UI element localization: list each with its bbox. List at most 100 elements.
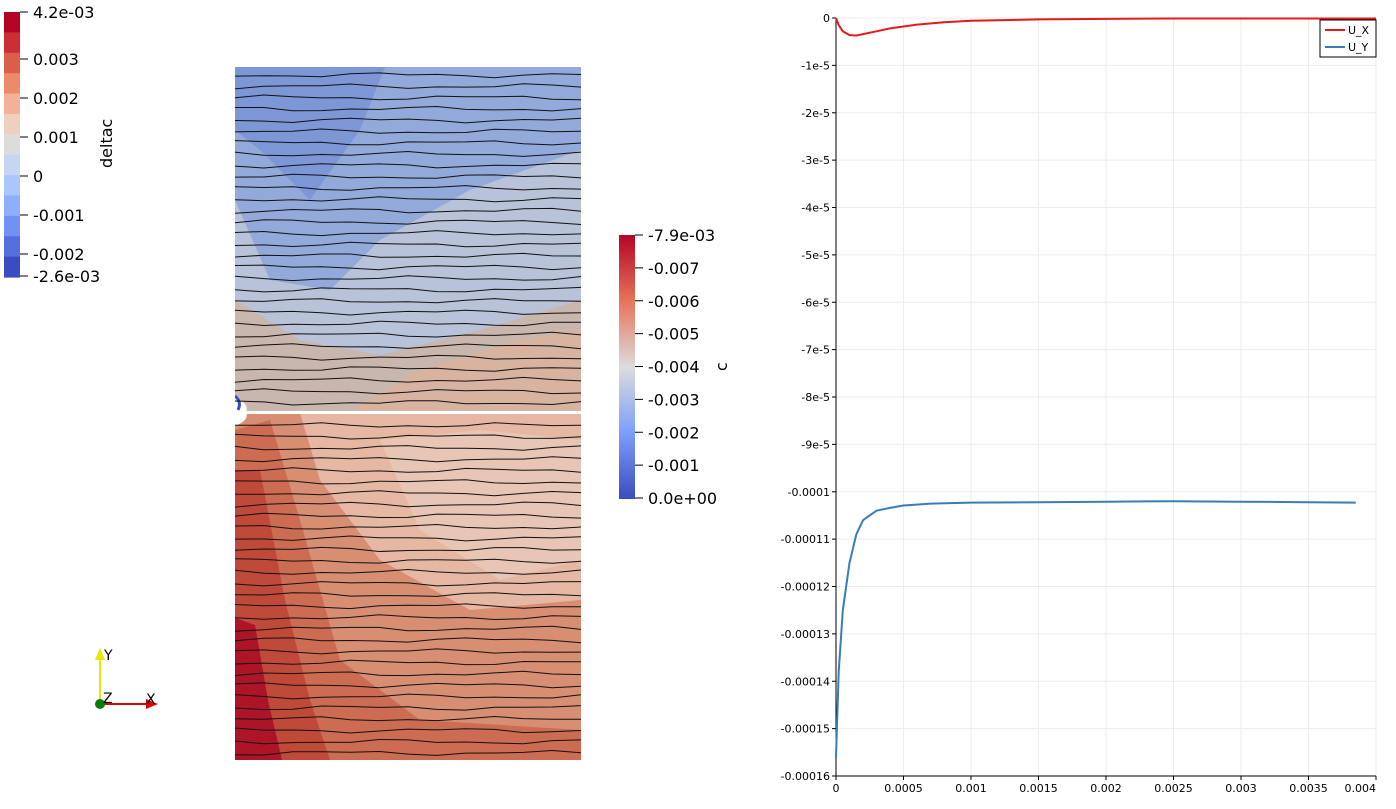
deltac-color-block (4, 73, 20, 95)
c-tick-label: -0.005 (648, 325, 700, 344)
deltac-color-block (4, 236, 20, 258)
x-tick-label: 0.0025 (1154, 782, 1193, 795)
deltac-tick-label: 4.2e-03 (33, 3, 94, 22)
deltac-color-block (4, 93, 20, 115)
contour-line (235, 535, 581, 542)
x-tick-label: 0.002 (1090, 782, 1122, 795)
y-tick-label: -0.00016 (781, 770, 830, 783)
contour-line (235, 546, 581, 553)
deltac-tick-label: 0.003 (33, 50, 79, 69)
contour-line (235, 252, 581, 258)
contour-line (235, 682, 581, 689)
y-tick-label: -7e-5 (801, 344, 830, 357)
contour-line (235, 456, 581, 463)
line-chart-view[interactable]: 0 -1e-5 -2e-5 -3e-5 -4e-5 -5e-5 -6e-5 -7e-5 -8e-… (770, 0, 1396, 805)
contour-line (235, 648, 581, 655)
domain-mesh[interactable] (235, 67, 581, 767)
contour-line (235, 128, 581, 134)
c-tick-label: -7.9e-03 (648, 226, 715, 245)
contour-line (235, 433, 581, 440)
y-tick-label: -0.00014 (781, 675, 830, 688)
x-axis-label: X (146, 692, 156, 708)
series-line-ux (835, 17, 1376, 37)
c-title: c (712, 362, 731, 371)
notch-edge (235, 394, 241, 411)
deltac-tick-label: -0.002 (33, 245, 85, 264)
y-tick-label: -0.00015 (781, 723, 830, 736)
contour-line (235, 94, 581, 101)
contour-line (235, 738, 581, 745)
contour-line (235, 230, 581, 237)
deltac-color-block (4, 195, 20, 217)
y-axis-arrow-icon (95, 648, 105, 660)
deltac-color-block (4, 32, 20, 54)
contour-line (235, 264, 581, 271)
y-tick-label: -4e-5 (801, 202, 830, 215)
contour-line (235, 298, 581, 304)
contour-line (235, 366, 581, 372)
deltac-title: deltac (97, 119, 116, 168)
contour-line (235, 603, 581, 610)
series-line-uy (835, 500, 1356, 758)
contour-line (235, 162, 581, 169)
contour-line (235, 467, 581, 473)
contour-line (235, 762, 581, 767)
deltac-color-block (4, 256, 20, 278)
c-tick-label: 0.0e+00 (648, 489, 717, 508)
contour-line (235, 173, 581, 179)
deltac-color-block (4, 215, 20, 237)
legend-label-ux: U_X (1348, 24, 1370, 37)
render-canvas[interactable]: 4.2e-03 0.003 0.002 0.001 0 -0.001 -0.002 -2.6e… (0, 0, 770, 805)
lower-deep-red-region (235, 618, 282, 760)
contour-line (235, 422, 581, 428)
y-tick-label: -3e-5 (801, 154, 830, 167)
deltac-tick-label: 0.001 (33, 128, 79, 147)
c-tick-label: -0.004 (648, 358, 700, 377)
deltac-color-block (4, 134, 20, 156)
crack-line (235, 411, 581, 414)
c-tick-label: -0.003 (648, 390, 700, 409)
x-tick-label: 0.0015 (1019, 782, 1058, 795)
y-tick-label: -0.00012 (781, 581, 830, 594)
deltac-scalar-bar[interactable]: 4.2e-03 0.003 0.002 0.001 0 -0.001 -0.002 -2.6e… (4, 3, 116, 286)
contour-line (235, 501, 581, 508)
x-tick-label: 0.001 (955, 782, 987, 795)
x-tick-label: 0.003 (1225, 782, 1257, 795)
y-tick-labels: 0 -1e-5 -2e-5 -3e-5 -4e-5 -5e-5 -6e-5 -7e-5 -8e-… (781, 12, 836, 783)
legend-box (1319, 19, 1377, 58)
deltac-color-block (4, 12, 20, 33)
render-view[interactable]: 4.2e-03 0.003 0.002 0.001 0 -0.001 -0.002 -2.6e… (0, 0, 770, 805)
deltac-tick-label: -0.001 (33, 206, 85, 225)
deltac-color-block (4, 52, 20, 74)
contour-line (235, 592, 581, 597)
c-tick-label: -0.001 (648, 456, 700, 475)
c-scalar-bar[interactable]: -7.9e-03 -0.007 -0.006 -0.005 -0.004 -0.003 -0… (619, 226, 731, 508)
line-chart[interactable]: 0 -1e-5 -2e-5 -3e-5 -4e-5 -5e-5 -6e-5 -7e-5 -8e-… (770, 0, 1396, 805)
upper-deep-blue-region (235, 67, 385, 200)
contour-line (235, 637, 581, 644)
deltac-tick-labels: 4.2e-03 0.003 0.002 0.001 0 -0.001 -0.002 -2.6e… (20, 3, 100, 286)
contour-line (235, 185, 581, 191)
contour-line (235, 490, 581, 497)
contour-line (235, 568, 581, 575)
c-tick-labels: -7.9e-03 -0.007 -0.006 -0.005 -0.004 -0.003 -0… (635, 226, 717, 508)
contour-line (235, 400, 581, 406)
contour-line (235, 705, 581, 711)
contour-line (235, 670, 581, 677)
deltac-tick-label: -2.6e-03 (33, 267, 100, 286)
x-tick-label: 0.0005 (884, 782, 923, 795)
x-tick-label: 0.004 (1345, 782, 1377, 795)
lower-dark-region (235, 420, 581, 760)
chart-legend[interactable]: U_X U_Y (1319, 19, 1377, 58)
c-tick-label: -0.002 (648, 423, 700, 442)
contour-line (235, 625, 581, 632)
z-axis-label: Z (103, 691, 113, 707)
contour-line (235, 376, 581, 383)
chart-series (835, 17, 1376, 758)
deltac-color-block (4, 175, 20, 197)
contour-line (235, 105, 581, 112)
contour-line (235, 479, 581, 485)
contour-line (235, 614, 581, 621)
y-tick-label: 0 (823, 12, 830, 25)
contour-line (235, 140, 581, 146)
